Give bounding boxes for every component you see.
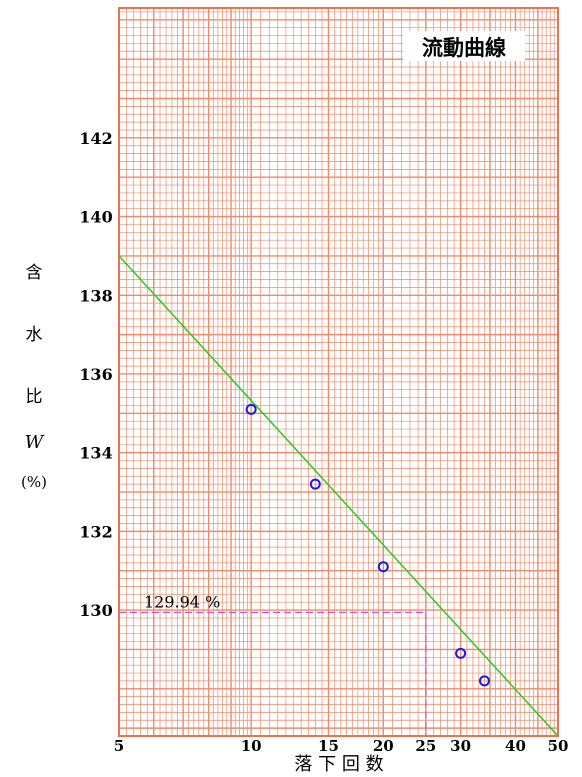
x-tick-label: 30 — [450, 737, 471, 755]
data-point — [478, 675, 490, 687]
y-tick-labels: 130 132 134 136 138 140 142 — [79, 129, 112, 620]
x-tick-label: 15 — [318, 737, 339, 755]
fit-line-group — [118, 255, 559, 737]
x-tick-labels: 5 10 15 20 25 30 40 50 — [114, 737, 569, 755]
y-axis-label: 含水比 W (%) — [21, 263, 47, 491]
data-point — [455, 647, 467, 659]
reference-lines: 129.94 % — [119, 592, 427, 736]
x-tick-label: 40 — [505, 737, 526, 755]
y-tick-label: 142 — [79, 129, 112, 148]
data-point — [245, 403, 257, 415]
grid — [118, 8, 559, 737]
y-axis-unit: (%) — [21, 473, 47, 491]
y-axis-label-char: 含 — [26, 263, 43, 283]
x-tick-label: 50 — [548, 737, 569, 755]
y-tick-label: 136 — [79, 365, 112, 384]
x-axis-label: 落 下 回 数 — [294, 754, 383, 775]
x-tick-label: 20 — [373, 737, 394, 755]
y-tick-label: 140 — [79, 208, 112, 227]
x-tick-label: 10 — [241, 737, 262, 755]
y-tick-label: 134 — [79, 444, 112, 463]
data-points — [245, 403, 490, 687]
y-axis-label-char: 比 — [26, 387, 43, 407]
chart-title-box: 流動曲線 — [403, 31, 525, 61]
data-point — [377, 561, 389, 573]
y-tick-label: 132 — [79, 522, 112, 541]
chart-title: 流動曲線 — [422, 36, 506, 60]
x-tick-label: 25 — [415, 737, 436, 755]
y-tick-label: 138 — [79, 286, 112, 305]
fit-line — [118, 255, 559, 737]
x-tick-label: 5 — [114, 737, 124, 755]
y-tick-label: 130 — [79, 601, 112, 620]
reference-value-label: 129.94 % — [144, 592, 220, 611]
y-axis-label-char: 水 — [26, 325, 43, 345]
data-point — [309, 478, 321, 490]
y-axis-label-char: W — [25, 432, 45, 453]
plot-frame — [118, 7, 559, 737]
